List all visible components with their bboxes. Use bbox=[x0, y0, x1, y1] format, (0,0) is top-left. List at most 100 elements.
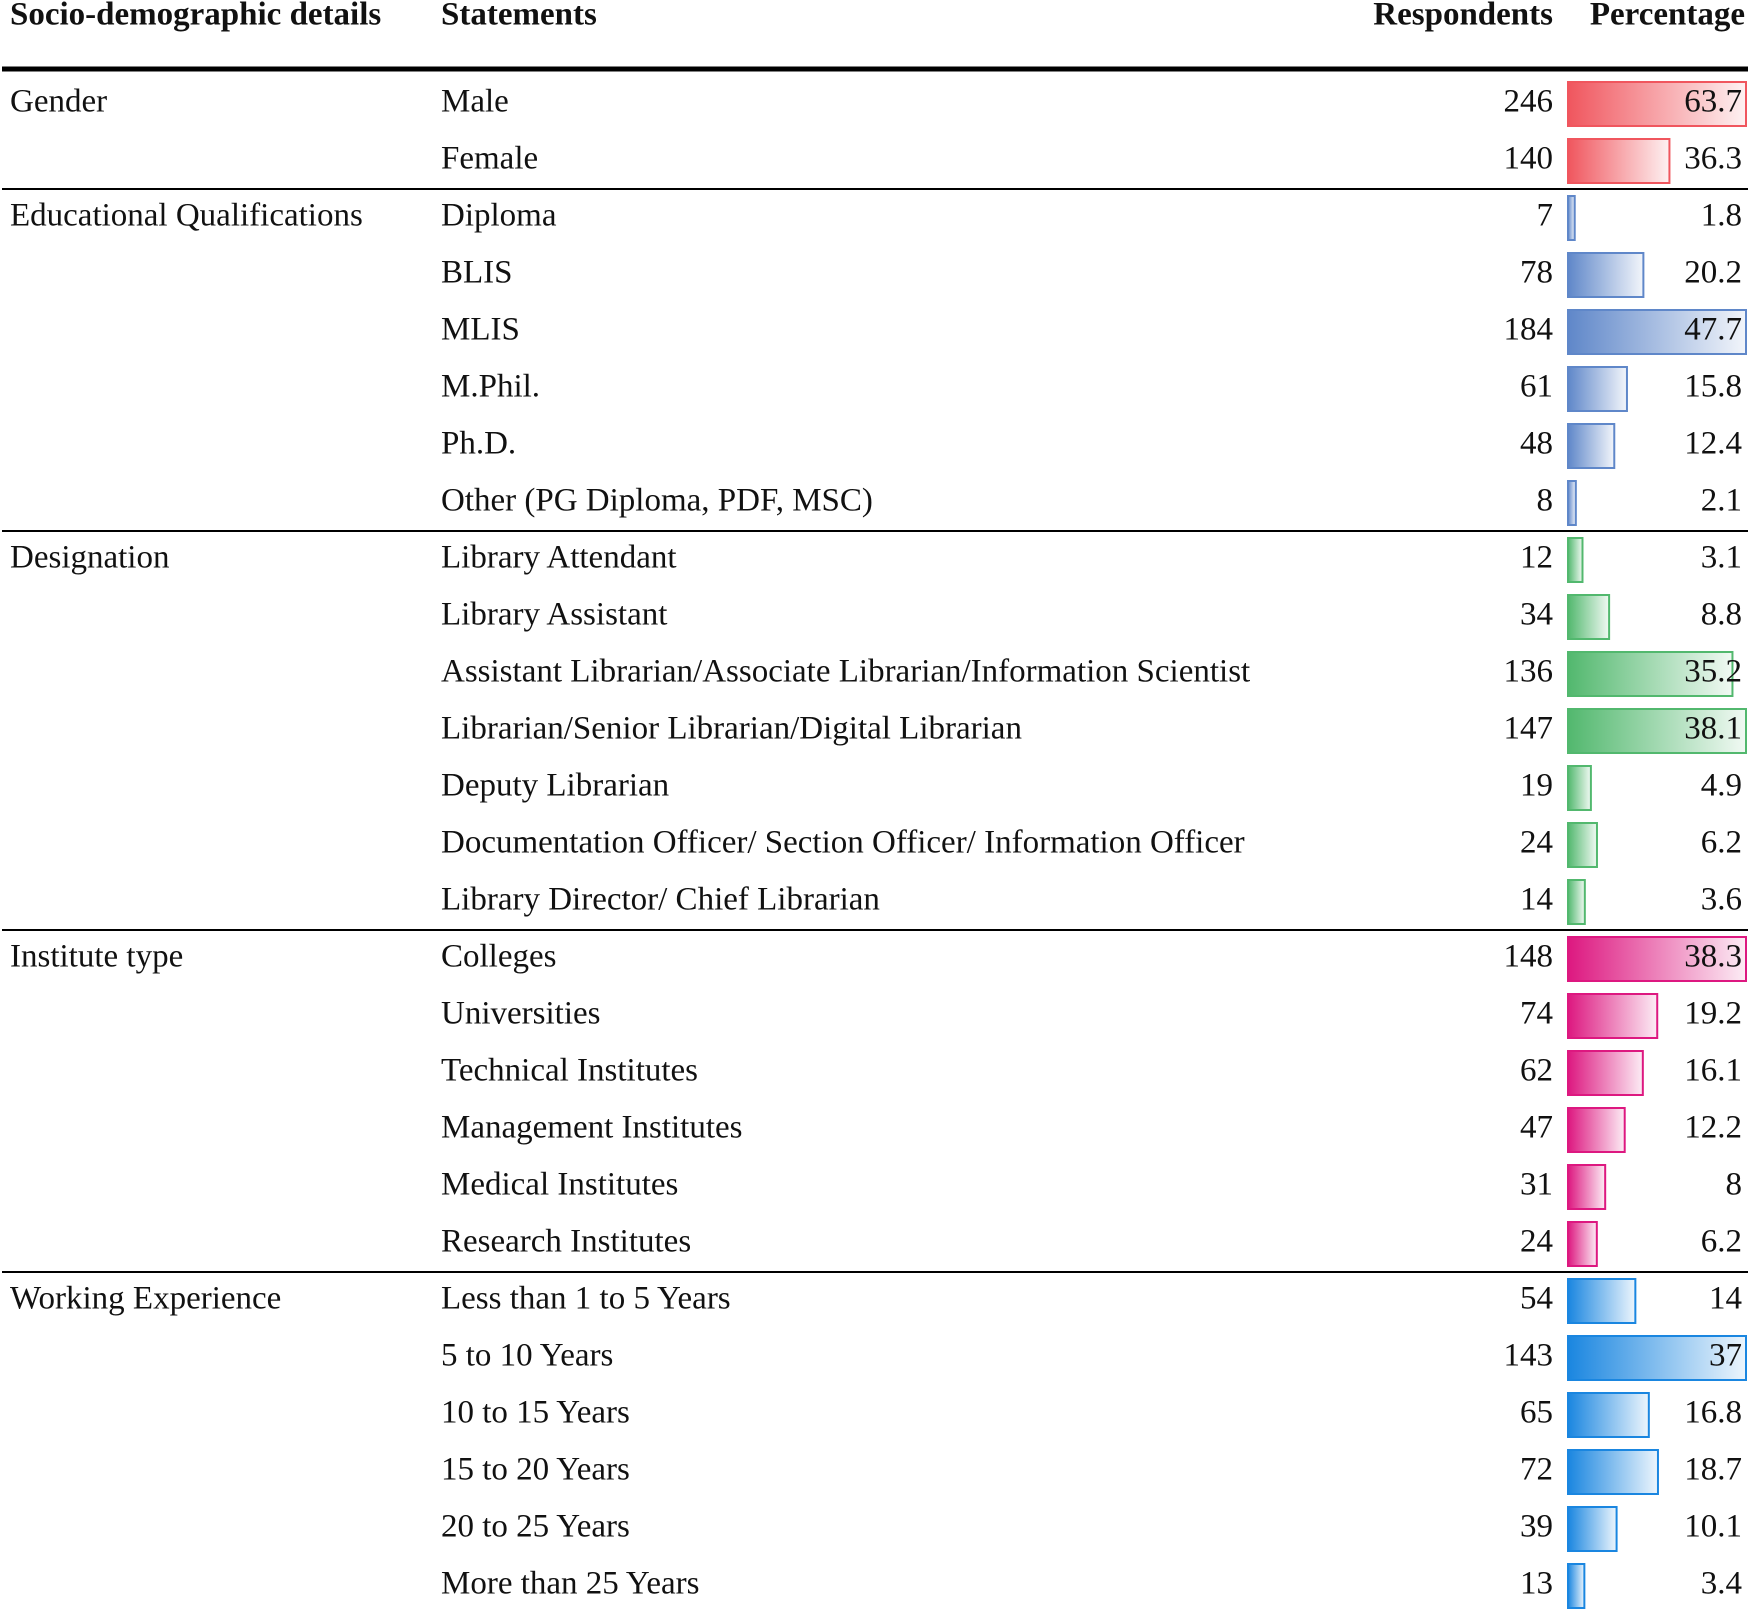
respondents: 62 bbox=[1520, 1053, 1553, 1089]
statement: Management Institutes bbox=[441, 1110, 743, 1146]
percentage: 6.2 bbox=[1701, 1224, 1742, 1260]
statement: 10 to 15 Years bbox=[441, 1395, 630, 1431]
respondents: 14 bbox=[1520, 882, 1553, 918]
percentage: 3.6 bbox=[1701, 882, 1742, 918]
statement: 20 to 25 Years bbox=[441, 1509, 630, 1545]
statement: Deputy Librarian bbox=[441, 768, 669, 804]
statement: Male bbox=[441, 84, 509, 120]
respondents: 39 bbox=[1520, 1509, 1553, 1545]
respondents: 78 bbox=[1520, 255, 1553, 291]
data-bar bbox=[1567, 1506, 1618, 1552]
percentage: 6.2 bbox=[1701, 825, 1742, 861]
respondents: 48 bbox=[1520, 426, 1553, 462]
statement: Ph.D. bbox=[441, 426, 516, 462]
statement: Diploma bbox=[441, 198, 557, 234]
percentage: 12.2 bbox=[1684, 1110, 1742, 1146]
statement: 15 to 20 Years bbox=[441, 1452, 630, 1488]
data-bar bbox=[1567, 366, 1628, 412]
respondents: 24 bbox=[1520, 1224, 1553, 1260]
data-bar bbox=[1567, 195, 1576, 241]
statement: Medical Institutes bbox=[441, 1167, 678, 1203]
percentage: 38.3 bbox=[1684, 939, 1742, 975]
data-bar bbox=[1567, 1164, 1607, 1210]
respondents: 148 bbox=[1504, 939, 1554, 975]
data-bar bbox=[1567, 81, 1747, 127]
percentage: 38.1 bbox=[1684, 711, 1742, 747]
percentage: 16.8 bbox=[1684, 1395, 1742, 1431]
percentage: 15.8 bbox=[1684, 369, 1742, 405]
respondents: 143 bbox=[1504, 1338, 1554, 1374]
percentage: 12.4 bbox=[1684, 426, 1742, 462]
data-bar bbox=[1567, 537, 1584, 583]
respondents: 61 bbox=[1520, 369, 1553, 405]
group-label: Gender bbox=[10, 84, 107, 120]
percentage: 18.7 bbox=[1684, 1452, 1742, 1488]
percentage: 19.2 bbox=[1684, 996, 1742, 1032]
statement: Research Institutes bbox=[441, 1224, 691, 1260]
respondents: 24 bbox=[1520, 825, 1553, 861]
data-bar bbox=[1567, 138, 1671, 184]
statement: Library Director/ Chief Librarian bbox=[441, 882, 880, 918]
percentage: 2.1 bbox=[1701, 483, 1742, 519]
respondents: 8 bbox=[1537, 483, 1554, 519]
column-header: Socio-demographic details bbox=[10, 0, 381, 33]
column-header: Respondents bbox=[1373, 0, 1553, 33]
statement: Colleges bbox=[441, 939, 556, 975]
percentage: 8.8 bbox=[1701, 597, 1742, 633]
respondents: 74 bbox=[1520, 996, 1553, 1032]
percentage: 3.4 bbox=[1701, 1566, 1742, 1602]
percentage: 3.1 bbox=[1701, 540, 1742, 576]
group-label: Educational Qualifications bbox=[10, 198, 363, 234]
statement: Documentation Officer/ Section Officer/ … bbox=[441, 825, 1245, 861]
respondents: 47 bbox=[1520, 1110, 1553, 1146]
data-bar bbox=[1567, 708, 1747, 754]
statement: BLIS bbox=[441, 255, 513, 291]
data-bar bbox=[1567, 252, 1645, 298]
column-header: Statements bbox=[441, 0, 597, 33]
percentage: 36.3 bbox=[1684, 141, 1742, 177]
percentage: 16.1 bbox=[1684, 1053, 1742, 1089]
data-bar bbox=[1567, 1335, 1747, 1381]
respondents: 31 bbox=[1520, 1167, 1553, 1203]
respondents: 34 bbox=[1520, 597, 1553, 633]
respondents: 19 bbox=[1520, 768, 1553, 804]
statement: 5 to 10 Years bbox=[441, 1338, 613, 1374]
statement: Library Assistant bbox=[441, 597, 667, 633]
group-label: Institute type bbox=[10, 939, 183, 975]
data-bar bbox=[1567, 309, 1747, 355]
data-bar bbox=[1567, 936, 1747, 982]
percentage: 47.7 bbox=[1684, 312, 1742, 348]
percentage: 35.2 bbox=[1684, 654, 1742, 690]
respondents: 140 bbox=[1504, 141, 1554, 177]
statement: Assistant Librarian/Associate Librarian/… bbox=[441, 654, 1250, 690]
statement: More than 25 Years bbox=[441, 1566, 699, 1602]
data-bar bbox=[1567, 594, 1611, 640]
percentage: 63.7 bbox=[1684, 84, 1742, 120]
percentage: 1.8 bbox=[1701, 198, 1742, 234]
statement: Universities bbox=[441, 996, 600, 1032]
data-bar bbox=[1567, 1563, 1586, 1609]
statement: Technical Institutes bbox=[441, 1053, 698, 1089]
statement: Less than 1 to 5 Years bbox=[441, 1281, 731, 1317]
data-bar bbox=[1567, 480, 1577, 526]
percentage: 20.2 bbox=[1684, 255, 1742, 291]
statement: Librarian/Senior Librarian/Digital Libra… bbox=[441, 711, 1022, 747]
statement: Other (PG Diploma, PDF, MSC) bbox=[441, 483, 873, 519]
respondents: 72 bbox=[1520, 1452, 1553, 1488]
group-label: Designation bbox=[10, 540, 169, 576]
percentage: 8 bbox=[1726, 1167, 1743, 1203]
respondents: 65 bbox=[1520, 1395, 1553, 1431]
respondents: 147 bbox=[1504, 711, 1554, 747]
percentage: 4.9 bbox=[1701, 768, 1742, 804]
statement: M.Phil. bbox=[441, 369, 540, 405]
data-bar bbox=[1567, 423, 1616, 469]
data-bar bbox=[1567, 1392, 1650, 1438]
respondents: 7 bbox=[1537, 198, 1554, 234]
data-bar bbox=[1567, 879, 1586, 925]
statement: Female bbox=[441, 141, 538, 177]
respondents: 13 bbox=[1520, 1566, 1553, 1602]
data-bar bbox=[1567, 993, 1659, 1039]
data-bar bbox=[1567, 822, 1598, 868]
data-bar bbox=[1567, 765, 1592, 811]
